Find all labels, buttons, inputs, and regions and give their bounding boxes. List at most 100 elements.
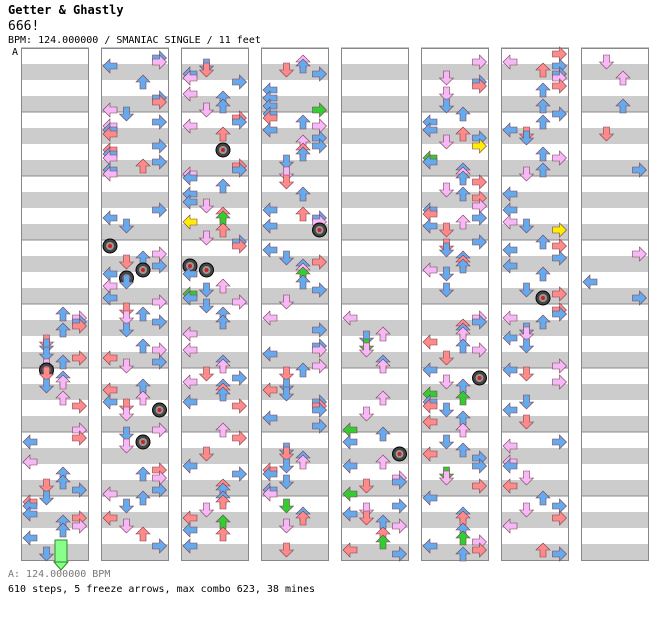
chart-column <box>341 47 409 562</box>
step-arrow-icon <box>152 154 167 170</box>
step-arrow-icon <box>262 382 278 398</box>
step-arrow-icon <box>312 138 327 154</box>
step-arrow-icon <box>438 402 455 418</box>
step-arrow-icon <box>472 542 487 558</box>
step-arrow-icon <box>22 530 38 546</box>
step-arrow-icon <box>232 114 247 130</box>
step-arrow-icon <box>182 458 198 474</box>
step-arrow-icon <box>215 494 231 510</box>
step-arrow-icon <box>422 398 438 414</box>
step-arrow-icon <box>232 430 247 446</box>
step-arrow-icon <box>295 274 311 290</box>
step-arrow-icon <box>295 206 311 222</box>
step-arrow-icon <box>472 138 487 154</box>
step-arrow-icon <box>262 310 278 326</box>
step-arrow-icon <box>422 490 438 506</box>
step-arrow-icon <box>502 458 518 474</box>
step-arrow-icon <box>438 182 455 198</box>
step-arrow-icon <box>118 322 135 338</box>
step-arrow-icon <box>535 162 551 178</box>
step-arrow-icon <box>182 290 198 306</box>
step-arrow-icon <box>502 186 518 202</box>
step-arrow-icon <box>455 390 471 406</box>
step-arrow-icon <box>502 438 518 454</box>
step-arrow-icon <box>262 242 278 258</box>
step-arrow-icon <box>278 498 295 514</box>
step-arrow-icon <box>312 418 327 434</box>
step-arrow-icon <box>312 358 327 374</box>
step-arrow-icon <box>518 338 535 354</box>
freeze-arrow-icon <box>52 539 70 571</box>
step-arrow-icon <box>295 58 311 74</box>
step-arrow-icon <box>182 118 198 134</box>
step-arrow-icon <box>358 406 375 422</box>
step-arrow-icon <box>455 546 471 562</box>
step-arrow-icon <box>502 54 518 70</box>
step-arrow-icon <box>198 198 215 214</box>
chart-column <box>581 47 649 561</box>
step-arrow-icon <box>72 518 87 534</box>
step-arrow-icon <box>455 214 471 230</box>
step-arrow-icon <box>422 538 438 554</box>
step-arrow-icon <box>38 378 55 394</box>
step-arrow-icon <box>472 234 487 250</box>
step-arrow-icon <box>118 358 135 374</box>
step-arrow-icon <box>278 250 295 266</box>
step-arrow-icon <box>438 374 455 390</box>
step-arrow-icon <box>295 114 311 130</box>
mine-icon <box>152 402 167 418</box>
step-arrow-icon <box>472 174 487 190</box>
step-arrow-icon <box>438 86 455 102</box>
step-arrow-icon <box>152 538 167 554</box>
step-arrow-icon <box>182 522 198 538</box>
step-arrow-icon <box>215 526 231 542</box>
step-arrow-icon <box>152 258 167 274</box>
step-arrow-icon <box>438 434 455 450</box>
step-arrow-icon <box>72 482 87 498</box>
step-arrow-icon <box>38 546 55 562</box>
step-arrow-icon <box>535 98 551 114</box>
step-arrow-icon <box>358 478 375 494</box>
step-arrow-icon <box>38 478 55 494</box>
step-arrow-icon <box>135 390 151 406</box>
step-arrow-icon <box>295 186 311 202</box>
step-arrow-icon <box>295 454 311 470</box>
step-arrow-icon <box>598 54 615 70</box>
step-arrow-icon <box>615 70 631 86</box>
mine-icon <box>135 434 151 450</box>
chart-column <box>501 46 569 562</box>
step-arrow-icon <box>152 94 167 110</box>
step-arrow-icon <box>135 74 151 90</box>
step-arrow-icon <box>55 374 71 390</box>
chart-column <box>261 47 329 561</box>
step-arrow-icon <box>232 238 247 254</box>
step-arrow-icon <box>182 170 198 186</box>
step-arrow-icon <box>552 78 567 94</box>
step-arrow-icon <box>215 358 231 374</box>
step-arrow-icon <box>198 230 215 246</box>
step-arrow-icon <box>535 266 551 282</box>
step-arrow-icon <box>182 86 198 102</box>
step-arrow-icon <box>22 434 38 450</box>
step-arrow-icon <box>198 62 215 78</box>
step-arrow-icon <box>102 486 118 502</box>
step-arrow-icon <box>502 214 518 230</box>
step-arrow-icon <box>535 314 551 330</box>
step-arrow-icon <box>22 454 38 470</box>
step-arrow-icon <box>22 506 38 522</box>
step-arrow-icon <box>118 106 135 122</box>
step-arrow-icon <box>55 354 71 370</box>
step-arrow-icon <box>472 78 487 94</box>
step-arrow-icon <box>118 498 135 514</box>
step-arrow-icon <box>118 398 135 414</box>
step-arrow-icon <box>422 414 438 430</box>
step-arrow-icon <box>232 398 247 414</box>
step-arrow-icon <box>375 358 391 374</box>
step-arrow-icon <box>502 362 518 378</box>
step-arrow-icon <box>552 286 567 302</box>
step-arrow-icon <box>375 426 391 442</box>
step-arrow-icon <box>215 314 231 330</box>
step-arrow-icon <box>502 402 518 418</box>
step-arrow-icon <box>152 422 167 438</box>
step-arrow-icon <box>118 218 135 234</box>
